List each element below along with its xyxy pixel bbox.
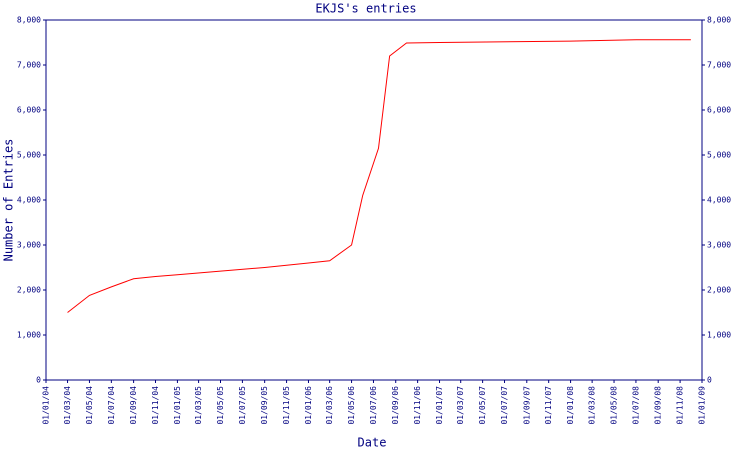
x-tick-label: 01/05/07: [478, 386, 487, 425]
x-tick-label: 01/05/05: [216, 386, 225, 425]
data-line: [67, 39, 691, 313]
x-tick-label: 01/01/07: [435, 386, 444, 425]
y-tick-label: 2,000: [17, 286, 41, 295]
y2-tick-label: 5,000: [707, 151, 731, 160]
y-tick-label: 6,000: [17, 106, 41, 115]
x-tick-label: 01/09/05: [260, 386, 269, 425]
x-tick-label: 01/07/07: [500, 386, 509, 425]
y-axis-label: Number of Entries: [2, 139, 16, 262]
x-tick-label: 01/07/06: [369, 386, 378, 425]
y2-tick-label: 1,000: [707, 331, 731, 340]
x-tick-label: 01/11/08: [676, 386, 685, 425]
x-tick-label: 01/07/05: [238, 386, 247, 425]
x-tick-label: 01/09/06: [391, 386, 400, 425]
y2-tick-label: 8,000: [707, 16, 731, 25]
x-tick-label: 01/03/04: [63, 386, 72, 425]
x-tick-label: 01/11/05: [282, 386, 291, 425]
x-tick-label: 01/11/07: [544, 386, 553, 425]
x-tick-label: 01/03/05: [194, 386, 203, 425]
x-tick-label: 01/01/04: [42, 386, 51, 425]
x-tick-label: 01/07/04: [107, 386, 116, 425]
y-tick-label: 3,000: [17, 241, 41, 250]
x-tick-label: 01/05/06: [347, 386, 356, 425]
x-tick-label: 01/09/04: [129, 386, 138, 425]
y2-tick-label: 7,000: [707, 61, 731, 70]
x-tick-label: 01/11/06: [413, 386, 422, 425]
x-tick-label: 01/07/08: [631, 386, 640, 425]
y-tick-label: 0: [36, 376, 41, 385]
x-tick-label: 01/11/04: [151, 386, 160, 425]
y2-tick-label: 4,000: [707, 196, 731, 205]
y-tick-label: 4,000: [17, 196, 41, 205]
x-tick-label: 01/05/04: [85, 386, 94, 425]
chart-title: EKJS's entries: [315, 2, 416, 16]
y2-tick-label: 6,000: [707, 106, 731, 115]
y-tick-label: 1,000: [17, 331, 41, 340]
y-tick-label: 8,000: [17, 16, 41, 25]
x-tick-label: 01/01/05: [173, 386, 182, 425]
y-tick-label: 5,000: [17, 151, 41, 160]
x-tick-label: 01/09/07: [522, 386, 531, 425]
x-tick-label: 01/01/08: [566, 386, 575, 425]
x-tick-label: 01/03/07: [456, 386, 465, 425]
y2-tick-label: 2,000: [707, 286, 731, 295]
plot-frame: [45, 19, 703, 381]
x-tick-label: 01/01/09: [698, 386, 707, 425]
x-tick-label: 01/03/06: [325, 386, 334, 425]
x-tick-label: 01/05/08: [610, 386, 619, 425]
y2-tick-label: 0: [707, 376, 712, 385]
x-tick-label: 01/01/06: [304, 386, 313, 425]
y2-tick-label: 3,000: [707, 241, 731, 250]
x-tick-label: 01/03/08: [588, 386, 597, 425]
x-tick-label: 01/09/08: [654, 386, 663, 425]
x-axis-label: Date: [358, 436, 387, 450]
y-tick-label: 7,000: [17, 61, 41, 70]
